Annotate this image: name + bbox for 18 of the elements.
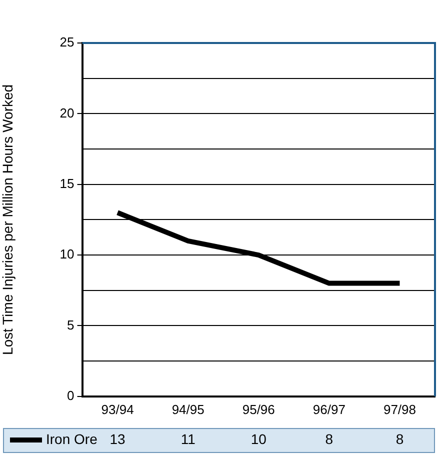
data-label: 11: [180, 430, 196, 447]
x-tick-label: 97/98: [383, 402, 416, 417]
y-tick-label: 10: [60, 246, 74, 262]
y-tick-label: 5: [67, 317, 74, 332]
x-tick-label: 94/95: [172, 402, 204, 417]
x-tick-label: 96/97: [312, 402, 346, 417]
y-tick-label: 25: [60, 34, 74, 50]
y-axis-title: Lost Time Injuries per Million Hours Worked: [0, 84, 16, 355]
data-label: 8: [396, 430, 404, 447]
y-tick-label: 20: [60, 105, 74, 120]
legend-label: Iron Ore: [46, 430, 98, 447]
y-tick-label: 15: [60, 176, 74, 191]
x-tick-label: 93/94: [101, 402, 134, 417]
x-tick-label: 95/96: [242, 402, 275, 417]
data-label: 8: [325, 430, 334, 447]
data-label: 13: [110, 430, 126, 447]
y-tick-label: 0: [67, 388, 74, 403]
data-label: 10: [250, 430, 267, 447]
